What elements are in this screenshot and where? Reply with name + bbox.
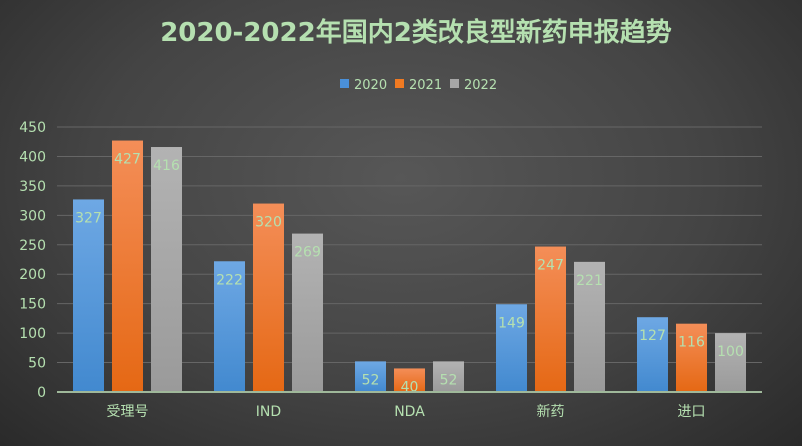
y-tick-label: 300 <box>19 208 46 224</box>
chart-title: 2020-2022年国内2类改良型新药申报趋势 <box>160 17 672 48</box>
x-tick-label: 受理号 <box>107 404 149 420</box>
data-label: 116 <box>678 335 705 351</box>
legend-label: 2022 <box>464 78 497 93</box>
legend-label: 2020 <box>354 78 387 93</box>
data-label: 320 <box>255 215 282 231</box>
bar-2021 <box>112 140 143 392</box>
data-label: 52 <box>362 372 380 388</box>
data-label: 149 <box>498 315 525 331</box>
data-label: 247 <box>537 258 564 274</box>
data-label: 221 <box>576 273 603 289</box>
bar-2020 <box>214 261 245 392</box>
data-label: 416 <box>153 158 180 174</box>
bars: 327 427 416 222 320 269 52 40 52 149 247 221 127 116 1… <box>73 140 746 395</box>
legend-swatch <box>340 79 349 88</box>
bar-2020 <box>496 304 527 392</box>
data-label: 52 <box>440 372 458 388</box>
data-label: 40 <box>401 379 419 395</box>
data-label: 127 <box>639 328 666 344</box>
y-tick-label: 0 <box>37 385 46 401</box>
bar-2022 <box>433 361 464 392</box>
y-tick-label: 100 <box>19 326 46 342</box>
bar-2022 <box>151 147 182 392</box>
y-axis: 0 50 100 150 200 250 300 350 400 450 <box>19 120 46 401</box>
legend-swatch <box>395 79 404 88</box>
bar-2022 <box>715 333 746 392</box>
bar-2022 <box>292 233 323 392</box>
y-tick-label: 150 <box>19 297 46 313</box>
y-tick-label: 250 <box>19 238 46 254</box>
y-tick-label: 200 <box>19 267 46 283</box>
legend-swatch <box>450 79 459 88</box>
x-tick-label: IND <box>256 404 281 420</box>
bar-2022 <box>574 261 605 392</box>
bar-2020 <box>637 317 668 392</box>
x-axis: 受理号 IND NDA 新药 进口 <box>57 391 762 420</box>
y-tick-label: 400 <box>19 149 46 165</box>
y-tick-label: 50 <box>28 356 46 372</box>
legend: 2020 2021 2022 <box>340 78 497 93</box>
data-label: 222 <box>216 272 243 288</box>
data-label: 269 <box>294 245 321 261</box>
data-label: 100 <box>717 344 744 360</box>
y-tick-label: 350 <box>19 179 46 195</box>
bar-2020 <box>355 361 386 392</box>
x-tick-label: NDA <box>394 404 425 420</box>
bar-2021 <box>253 203 284 392</box>
x-tick-label: 进口 <box>678 404 706 420</box>
bar-2021 <box>676 323 707 392</box>
data-label: 327 <box>75 210 102 226</box>
y-tick-label: 450 <box>19 120 46 136</box>
bar-2021 <box>535 246 566 392</box>
bar-2020 <box>73 199 104 392</box>
data-label: 427 <box>114 152 141 168</box>
bar-2021 <box>394 368 425 392</box>
x-tick-label: 新药 <box>537 404 565 420</box>
legend-label: 2021 <box>409 78 442 93</box>
